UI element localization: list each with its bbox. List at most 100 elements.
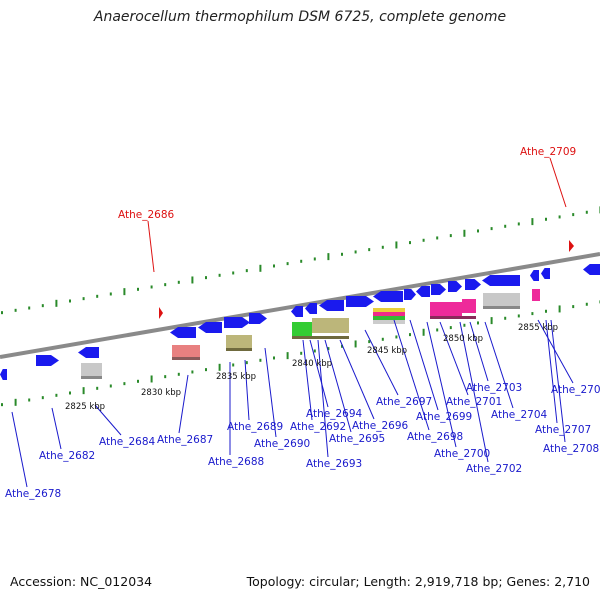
leader-line xyxy=(302,339,313,421)
leader-line xyxy=(244,359,250,421)
genome-backbone xyxy=(0,252,600,359)
feature-block xyxy=(462,299,476,313)
gene-label: Athe_2699 xyxy=(416,411,472,423)
gene-label: Athe_2697 xyxy=(376,396,432,408)
gene-arrow xyxy=(170,327,196,338)
feature-block xyxy=(226,348,252,351)
highlight-marker xyxy=(569,240,574,252)
scale-label: 2850 kbp xyxy=(443,334,483,344)
feature-block xyxy=(226,335,252,348)
gene-label: Athe_2701 xyxy=(446,396,502,408)
gene-label: Athe_2684 xyxy=(99,436,156,448)
feature-block xyxy=(172,357,200,360)
gene-label: Athe_2704 xyxy=(491,409,548,421)
leader-line xyxy=(439,321,469,396)
gene-arrow xyxy=(36,355,59,366)
genome-title: Anaerocellum thermophilum DSM 6725, comp… xyxy=(93,9,507,25)
gene-arrow xyxy=(0,369,7,380)
gene-arrow xyxy=(198,322,222,333)
feature-block xyxy=(81,376,102,379)
label-leader-lines xyxy=(11,157,574,488)
scale-labels: 2825 kbp 2830 kbp 2835 kbp 2840 kbp 2845 kbp… xyxy=(65,323,558,412)
scale-label: 2835 kbp xyxy=(216,372,256,382)
leader-line xyxy=(409,319,439,411)
feature-block xyxy=(430,316,476,319)
leader-line xyxy=(11,411,28,488)
highlighted-gene-label: Athe_2709 xyxy=(520,146,576,158)
scale-label: 2825 kbp xyxy=(65,402,105,412)
feature-block xyxy=(373,312,405,316)
leader-line xyxy=(393,319,430,431)
gene-arrow xyxy=(319,300,344,311)
leader-line xyxy=(317,339,329,458)
feature-block xyxy=(172,345,200,357)
feature-block xyxy=(532,289,540,301)
feature-block xyxy=(373,308,405,312)
gene-label: Athe_2706 xyxy=(551,384,600,396)
highlight-leader-line xyxy=(549,157,567,208)
gene-arrow xyxy=(224,317,250,328)
gene-label: Athe_2682 xyxy=(39,450,95,462)
leader-line xyxy=(484,321,514,409)
gene-features xyxy=(0,240,600,380)
gene-label: Athe_2694 xyxy=(306,408,363,420)
gene-label: Athe_2695 xyxy=(329,433,385,445)
gene-label: Athe_2692 xyxy=(290,421,346,433)
gene-arrow xyxy=(249,313,267,324)
highlight-leader-line xyxy=(147,220,155,273)
leader-line xyxy=(426,321,457,448)
gene-label: Athe_2702 xyxy=(466,463,522,475)
scale-label: 2840 kbp xyxy=(292,359,332,369)
gene-arrow xyxy=(583,264,600,275)
gene-label: Athe_2700 xyxy=(434,448,490,460)
feature-block xyxy=(81,363,102,376)
gene-arrow xyxy=(305,303,317,314)
gene-arrow xyxy=(346,296,374,307)
gene-arrow xyxy=(404,289,416,300)
gene-arrow xyxy=(530,270,539,281)
gene-arrow xyxy=(373,291,403,302)
tick-marks xyxy=(1,206,600,407)
genome-summary: Topology: circular; Length: 2,919,718 bp… xyxy=(246,574,590,589)
feature-block xyxy=(430,302,462,316)
leader-line xyxy=(339,339,375,420)
leader-line xyxy=(469,321,489,382)
feature-block xyxy=(483,293,520,306)
gene-arrow xyxy=(448,281,462,292)
feature-block xyxy=(292,336,349,339)
highlighted-gene-label: Athe_2686 xyxy=(118,209,175,221)
gene-label: Athe_2689 xyxy=(227,421,283,433)
gene-labels: Athe_2678 Athe_2682 Athe_2684 Athe_2687 Athe… xyxy=(5,146,600,500)
leader-line xyxy=(364,329,399,396)
leader-line xyxy=(459,321,489,463)
gene-label: Athe_2688 xyxy=(208,456,264,468)
gene-label: Athe_2703 xyxy=(466,382,522,394)
leader-line xyxy=(324,339,352,433)
gene-arrow xyxy=(482,275,520,286)
gene-label: Athe_2708 xyxy=(543,443,599,455)
gene-arrow xyxy=(78,347,99,358)
feature-block xyxy=(312,318,349,333)
gene-label: Athe_2678 xyxy=(5,488,61,500)
leader-line xyxy=(309,339,329,408)
gene-arrow xyxy=(416,286,430,297)
feature-block xyxy=(292,322,312,336)
leader-line xyxy=(51,407,62,450)
accession-text: Accession: NC_012034 xyxy=(10,574,153,589)
feature-block xyxy=(373,320,405,324)
scale-label: 2830 kbp xyxy=(141,388,181,398)
leader-line xyxy=(264,347,277,438)
scale-label: 2855 kbp xyxy=(518,323,558,333)
leader-line xyxy=(178,374,189,434)
gene-arrow xyxy=(541,268,550,279)
feature-block xyxy=(483,306,520,309)
feature-block xyxy=(373,316,405,320)
gene-label: Athe_2707 xyxy=(535,424,591,436)
leader-line xyxy=(550,319,566,443)
highlight-marker xyxy=(159,307,163,319)
leader-line xyxy=(94,404,122,436)
leader-line xyxy=(545,319,558,424)
gene-arrow xyxy=(465,279,481,290)
gene-label: Athe_2693 xyxy=(306,458,362,470)
